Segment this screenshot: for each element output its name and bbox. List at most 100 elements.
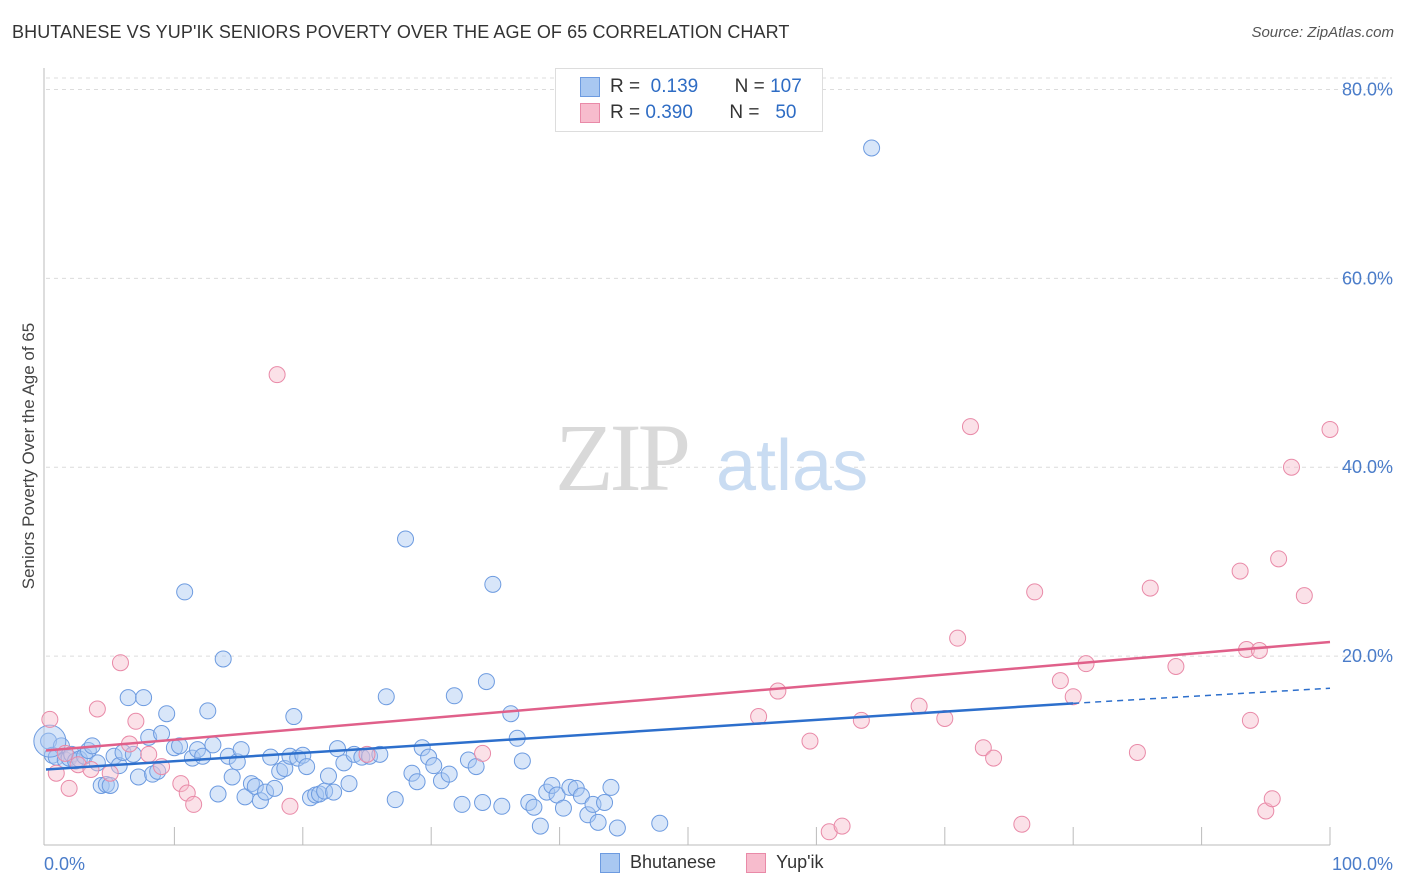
tick-labels: 20.0% 40.0% 60.0% 80.0% 0.0% 100.0% — [44, 79, 1393, 874]
bhutanese-point — [262, 748, 280, 766]
watermark-zip: ZIP — [555, 404, 688, 511]
bhutanese-point — [408, 773, 426, 791]
bottom-legend-yupik: Yup'ik — [746, 852, 824, 873]
bhutanese-point — [251, 792, 269, 810]
bhutanese-point — [183, 749, 201, 767]
legend-r-value: 0.139 — [650, 76, 699, 97]
bhutanese-point — [543, 777, 561, 794]
bhutanese-point — [403, 764, 421, 782]
trend-lines — [45, 640, 1331, 771]
bottom-legend-label-yupik: Yup'ik — [776, 852, 824, 872]
bhutanese-point — [420, 748, 438, 766]
yupik-point — [1051, 672, 1069, 690]
legend-n-label: N = — [729, 102, 760, 123]
bottom-legend-swatch-yupik — [746, 852, 767, 873]
bhutanese-point — [119, 689, 137, 707]
bottom-legend-swatch-bhutanese — [600, 852, 620, 873]
bottom-legend-bhutanese: Bhutanese — [600, 852, 716, 873]
bottom-legend-label-bhutanese: Bhutanese — [630, 852, 717, 872]
bhutanese-point — [328, 740, 346, 758]
yupik-point — [949, 629, 967, 647]
bhutanese-trend-extension — [1073, 687, 1331, 705]
bottom-legend: Bhutanese Yup'ik — [600, 852, 854, 873]
bhutanese-point — [124, 745, 142, 763]
bhutanese-point — [135, 689, 153, 707]
yupik-point — [769, 682, 787, 700]
bhutanese-point — [651, 814, 669, 832]
bhutanese-point — [176, 583, 194, 601]
bhutanese-point — [474, 794, 492, 811]
bhutanese-point — [425, 757, 443, 775]
bhutanese-point — [525, 798, 543, 816]
y-tick-label: 60.0% — [1342, 268, 1393, 288]
bhutanese-point — [310, 785, 328, 803]
bhutanese-point — [440, 765, 458, 783]
bhutanese-point — [596, 794, 614, 811]
yupik-point — [281, 797, 299, 815]
bhutanese-point — [340, 775, 358, 793]
yupik-point — [1064, 688, 1082, 706]
yupik-point — [1026, 583, 1044, 601]
yupik-points — [41, 366, 1339, 841]
yupik-point — [268, 366, 286, 384]
bhutanese-point — [129, 768, 147, 786]
bhutanese-points — [33, 139, 881, 837]
yupik-point — [1270, 550, 1288, 568]
yupik-point — [1231, 562, 1249, 580]
yupik-point — [60, 779, 78, 797]
bhutanese-point — [101, 777, 119, 794]
bhutanese-point — [199, 702, 217, 720]
yupik-point — [1263, 790, 1281, 808]
bhutanese-point — [445, 687, 463, 705]
bhutanese-point — [453, 795, 471, 813]
bhutanese-point — [298, 758, 316, 776]
yupik-point — [1141, 579, 1159, 597]
y-tick-label: 40.0% — [1342, 457, 1393, 477]
yupik-point — [88, 700, 106, 718]
bhutanese-point — [397, 530, 415, 548]
yupik-point — [358, 745, 376, 763]
bhutanese-point — [223, 768, 241, 786]
yupik-point — [1241, 711, 1259, 729]
bhutanese-point — [209, 785, 227, 803]
yupik-point — [820, 823, 838, 841]
bhutanese-point — [92, 777, 110, 794]
bhutanese-point — [214, 650, 232, 668]
legend-n-value: 107 — [770, 76, 802, 97]
yupik-point — [1321, 420, 1339, 438]
bhutanese-point — [477, 673, 495, 691]
yupik-point — [1167, 658, 1185, 675]
bhutanese-point — [204, 736, 222, 754]
bhutanese-point — [484, 575, 502, 593]
yupik-point — [833, 817, 851, 835]
yupik-point — [185, 795, 203, 813]
yupik-point — [852, 711, 870, 729]
bhutanese-point — [319, 767, 337, 785]
yupik-point — [985, 749, 1003, 767]
yupik-point — [1250, 641, 1268, 659]
yupik-point — [974, 739, 992, 757]
legend-row-bhutanese: R = 0.139 N = 107 — [580, 75, 802, 99]
legend-row-yupik: R = 0.390 N = 50 — [580, 101, 796, 125]
bhutanese-point — [554, 799, 572, 817]
legend-r-label: R = — [610, 76, 641, 97]
yupik-point — [140, 745, 158, 763]
watermark-atlas: atlas — [716, 426, 868, 506]
axes — [43, 68, 1331, 846]
legend-r-label: R = — [610, 102, 641, 123]
y-axis-label: Seniors Poverty Over the Age of 65 — [19, 323, 38, 589]
bhutanese-trend-line — [45, 702, 1074, 771]
bhutanese-point — [520, 794, 538, 811]
bhutanese-point — [386, 791, 404, 809]
legend-box: R = 0.139 N = 107 R = 0.390 N = 50 — [555, 68, 823, 132]
yupik-point — [1295, 587, 1313, 605]
yupik-point — [961, 418, 979, 436]
legend-r-value: 0.390 — [645, 102, 693, 123]
bhutanese-point — [325, 783, 343, 801]
bhutanese-point — [377, 688, 395, 706]
x-tick-label: 0.0% — [44, 854, 85, 874]
chart-title: BHUTANESE VS YUP'IK SENIORS POVERTY OVER… — [12, 22, 790, 42]
bhutanese-point — [572, 787, 590, 805]
bhutanese-point — [285, 708, 303, 726]
yupik-point — [41, 710, 59, 728]
